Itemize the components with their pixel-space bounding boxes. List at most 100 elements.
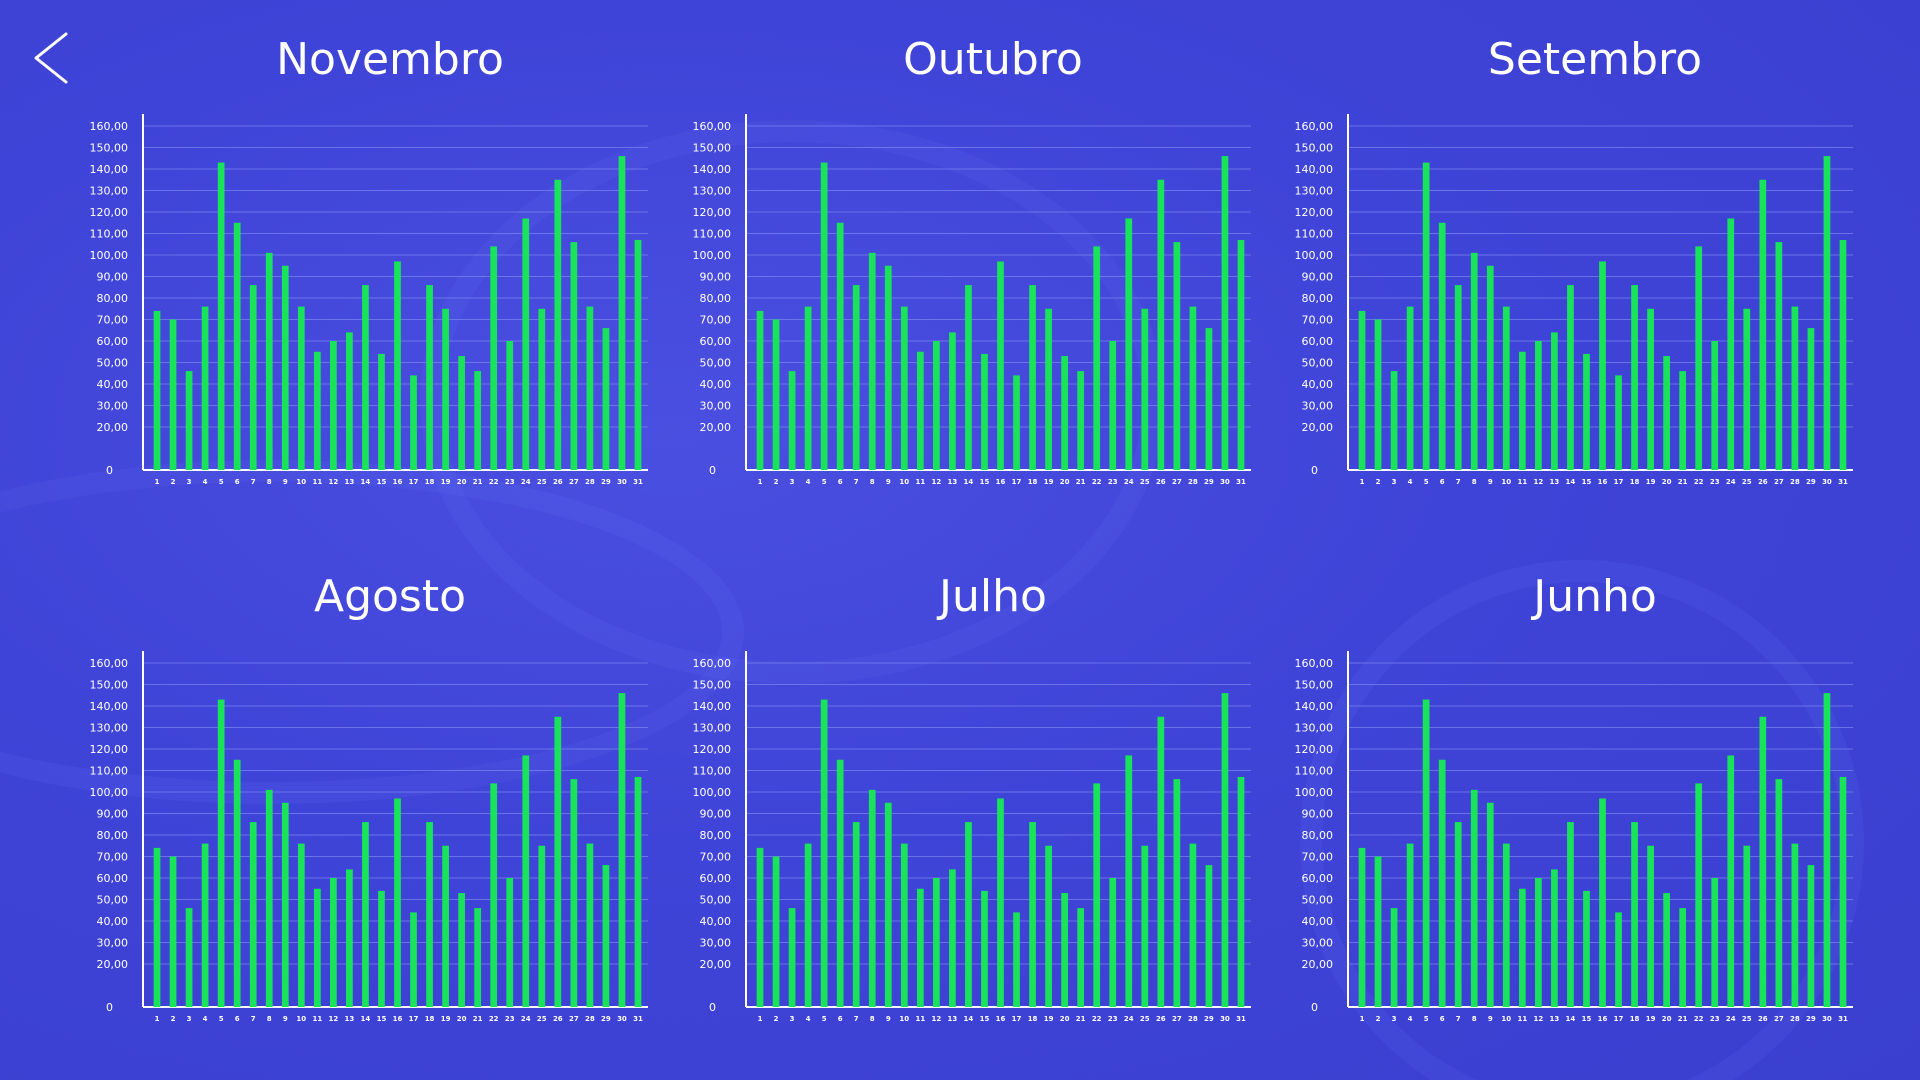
x-tick-label: 7 bbox=[1456, 478, 1461, 486]
x-tick-label: 15 bbox=[980, 478, 990, 486]
y-tick-label: 80,00 bbox=[700, 829, 732, 842]
bar bbox=[1518, 351, 1526, 470]
bar bbox=[169, 856, 177, 1007]
y-tick-label: 40,00 bbox=[97, 915, 129, 928]
y-tick-label: 140,00 bbox=[90, 163, 129, 176]
bar bbox=[586, 843, 594, 1007]
bar bbox=[522, 218, 530, 470]
bar bbox=[1237, 776, 1245, 1007]
bar bbox=[1583, 890, 1590, 1007]
bar bbox=[233, 759, 241, 1007]
bar bbox=[602, 328, 610, 470]
chart-panel-novembro: Novembro 0 20,00 30,00 40,00 50,00 60,00 70,00… bbox=[80, 30, 648, 510]
x-tick-label: 8 bbox=[870, 1015, 875, 1023]
x-tick-label: 17 bbox=[1614, 1015, 1624, 1023]
x-tick-label: 28 bbox=[1790, 478, 1800, 486]
bar bbox=[634, 776, 642, 1007]
x-tick-label: 10 bbox=[296, 1015, 306, 1023]
x-tick-label: 25 bbox=[1140, 478, 1150, 486]
x-tick-label: 6 bbox=[1440, 1015, 1445, 1023]
x-tick-label: 7 bbox=[854, 1015, 859, 1023]
bar bbox=[185, 908, 193, 1007]
y-tick-label: 110,00 bbox=[1295, 228, 1334, 241]
bar bbox=[394, 798, 401, 1007]
x-tick-label: 1 bbox=[155, 478, 160, 486]
bar bbox=[1189, 306, 1197, 470]
x-tick-label: 20 bbox=[1662, 1015, 1672, 1023]
x-tick-label: 16 bbox=[393, 1015, 403, 1023]
bar bbox=[1583, 353, 1590, 470]
bar bbox=[330, 878, 337, 1007]
bar bbox=[442, 308, 449, 470]
bar bbox=[1518, 888, 1526, 1007]
bar bbox=[1221, 156, 1229, 470]
x-tick-label: 11 bbox=[1517, 478, 1527, 486]
bar bbox=[1029, 285, 1036, 470]
bar bbox=[1663, 356, 1670, 470]
y-tick-label: 100,00 bbox=[1295, 786, 1334, 799]
x-tick-label: 24 bbox=[521, 1015, 531, 1023]
y-tick-label: 150,00 bbox=[1295, 679, 1334, 692]
chart-panel-outubro: Outubro 0 20,00 30,00 40,00 50,00 60,00 70,00 8… bbox=[683, 30, 1251, 510]
y-tick-label: 80,00 bbox=[700, 292, 732, 305]
x-tick-label: 31 bbox=[1236, 478, 1246, 486]
bar bbox=[1743, 845, 1751, 1007]
bar bbox=[410, 912, 417, 1007]
x-tick-label: 22 bbox=[1694, 1015, 1704, 1023]
y-tick-label: 20,00 bbox=[700, 421, 732, 434]
bar-chart: 0 20,00 30,00 40,00 50,00 60,00 70,00 80,00 90,0… bbox=[1295, 651, 1853, 1023]
x-tick-label: 14 bbox=[964, 1015, 974, 1023]
bar-chart: 0 20,00 30,00 40,00 50,00 60,00 70,00 80,00 90,0… bbox=[693, 651, 1251, 1023]
chart-panel-agosto: Agosto 0 20,00 30,00 40,00 50,00 60,00 70,00 80… bbox=[80, 567, 648, 1047]
bar bbox=[554, 716, 562, 1007]
bar bbox=[201, 843, 209, 1007]
x-tick-label: 18 bbox=[425, 478, 435, 486]
x-tick-label: 6 bbox=[235, 1015, 240, 1023]
y-tick-label: 0 bbox=[709, 464, 716, 477]
bar bbox=[836, 222, 844, 470]
y-tick-label: 50,00 bbox=[1302, 894, 1334, 907]
x-tick-label: 15 bbox=[377, 1015, 387, 1023]
x-tick-label: 13 bbox=[948, 478, 958, 486]
bar bbox=[1567, 285, 1574, 470]
y-tick-label: 40,00 bbox=[1302, 378, 1334, 391]
y-tick-label: 70,00 bbox=[700, 851, 732, 864]
bar bbox=[1759, 179, 1767, 470]
x-tick-label: 8 bbox=[1472, 1015, 1477, 1023]
back-button[interactable] bbox=[28, 28, 76, 88]
x-tick-label: 15 bbox=[377, 478, 387, 486]
bar bbox=[1013, 375, 1020, 470]
bar bbox=[933, 341, 940, 470]
bar bbox=[981, 890, 988, 1007]
y-tick-label: 80,00 bbox=[97, 292, 129, 305]
y-tick-label: 160,00 bbox=[90, 657, 129, 670]
y-tick-label: 30,00 bbox=[1302, 400, 1334, 413]
x-tick-label: 4 bbox=[1408, 1015, 1413, 1023]
y-tick-label: 30,00 bbox=[700, 937, 732, 950]
y-tick-label: 160,00 bbox=[693, 657, 732, 670]
bar bbox=[1807, 328, 1815, 470]
bar bbox=[634, 239, 642, 470]
x-tick-label: 1 bbox=[1360, 1015, 1365, 1023]
bar bbox=[1374, 856, 1382, 1007]
bar bbox=[169, 319, 177, 470]
y-tick-label: 60,00 bbox=[97, 872, 129, 885]
x-tick-label: 26 bbox=[553, 1015, 563, 1023]
bar bbox=[281, 265, 289, 470]
y-tick-label: 150,00 bbox=[693, 142, 732, 155]
y-tick-label: 70,00 bbox=[1302, 851, 1334, 864]
bar bbox=[1615, 375, 1622, 470]
x-tick-label: 5 bbox=[219, 1015, 224, 1023]
bar bbox=[394, 261, 401, 470]
x-tick-label: 29 bbox=[1806, 1015, 1816, 1023]
x-tick-label: 27 bbox=[1172, 478, 1182, 486]
x-tick-label: 10 bbox=[296, 478, 306, 486]
x-tick-label: 23 bbox=[505, 478, 515, 486]
x-tick-label: 28 bbox=[1790, 1015, 1800, 1023]
x-tick-label: 22 bbox=[489, 478, 499, 486]
x-tick-label: 28 bbox=[1188, 1015, 1198, 1023]
bar bbox=[1615, 912, 1622, 1007]
bar bbox=[1173, 779, 1181, 1007]
y-tick-label: 130,00 bbox=[90, 722, 129, 735]
bar bbox=[1157, 179, 1165, 470]
